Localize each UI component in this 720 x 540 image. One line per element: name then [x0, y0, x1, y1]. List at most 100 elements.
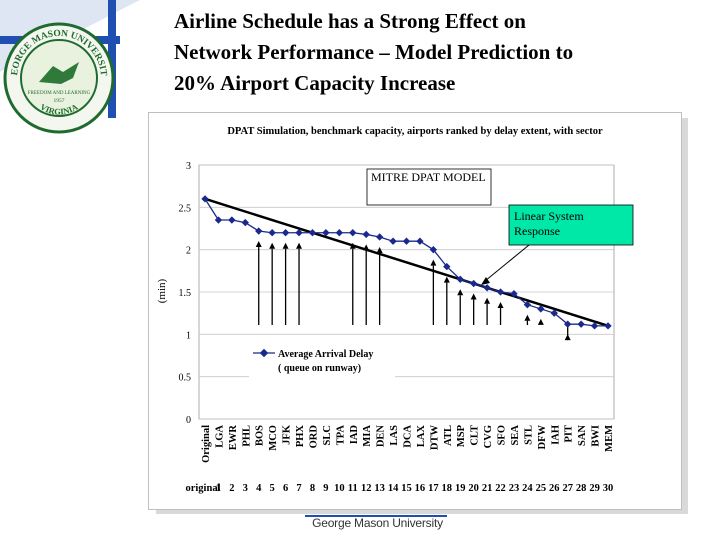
- slide-title: Airline Schedule has a Strong Effect on …: [174, 6, 714, 99]
- x-category-label: CVG: [483, 425, 494, 448]
- x-category-label: STL: [523, 425, 534, 445]
- linear-callout-box: [508, 204, 634, 246]
- x-category-label: DFW: [537, 425, 548, 450]
- capacity-arrows: [255, 241, 571, 341]
- x-index-label: 28: [576, 483, 587, 494]
- delay-chart: DPAT Simulation, benchmark capacity, air…: [156, 126, 634, 494]
- data-point: [402, 237, 411, 245]
- x-category-label: PIT: [564, 425, 575, 443]
- data-point: [483, 284, 491, 292]
- x-index-label: 15: [401, 483, 412, 494]
- mitre-callout-text: MITRE DPAT MODEL: [371, 171, 486, 184]
- y-tick-label: 0.5: [179, 373, 192, 384]
- x-index-label: 13: [374, 483, 385, 494]
- y-tick-label: 3: [186, 161, 191, 172]
- x-category-label: DCA: [403, 425, 414, 448]
- x-index-label: 21: [482, 483, 493, 494]
- x-index-label: 24: [522, 483, 533, 494]
- chart-panel: DPAT Simulation, benchmark capacity, air…: [148, 112, 682, 510]
- capacity-arrowhead: [457, 289, 464, 296]
- legend-marker: [259, 348, 269, 358]
- capacity-arrowhead: [269, 242, 276, 249]
- capacity-arrowhead: [376, 246, 383, 253]
- linear-callout-line2: Response: [514, 224, 560, 238]
- data-point: [308, 229, 317, 237]
- data-point: [389, 237, 397, 245]
- x-index-label: 1: [216, 483, 221, 494]
- x-category-label: ORD: [308, 425, 319, 449]
- data-point: [496, 288, 505, 296]
- x-category-label: PHX: [295, 425, 306, 448]
- legend-label-line1: Average Arrival Delay: [278, 349, 373, 360]
- x-category-label: BOS: [255, 425, 266, 446]
- x-index-label: 10: [334, 483, 345, 494]
- x-category-label: MCO: [268, 425, 279, 451]
- capacity-arrowhead: [255, 241, 262, 248]
- data-point: [429, 245, 438, 254]
- x-category-label: EWR: [228, 425, 239, 451]
- title-line-1: Airline Schedule has a Strong Effect on: [174, 9, 526, 33]
- data-point: [469, 279, 478, 288]
- x-category-label: SEA: [510, 425, 521, 446]
- data-point: [362, 230, 370, 239]
- x-index-label: 8: [310, 483, 315, 494]
- x-index-label: original: [185, 483, 220, 494]
- x-index-label: 16: [415, 483, 426, 494]
- capacity-arrowhead: [282, 242, 289, 249]
- y-tick-label: 1.5: [179, 288, 192, 299]
- x-index-label: 19: [455, 483, 466, 494]
- legend-label-line2: ( queue on runway): [278, 363, 361, 374]
- x-category-label: DEN: [376, 425, 387, 448]
- x-index-label: 26: [549, 483, 560, 494]
- x-category-label: IAH: [550, 425, 561, 445]
- data-point: [335, 229, 344, 237]
- x-index-label: 5: [270, 483, 275, 494]
- seal-emblem: [39, 62, 79, 84]
- data-point: [577, 320, 585, 328]
- x-category-label: LAX: [416, 425, 427, 448]
- x-category-label: BWI: [591, 425, 602, 447]
- mitre-callout: MITRE DPAT MODEL: [366, 168, 492, 206]
- linear-response-line: [204, 197, 609, 328]
- x-index-label: 11: [348, 483, 358, 494]
- data-point: [241, 218, 249, 227]
- x-category-label: ATL: [443, 425, 454, 446]
- decor-bar-vertical: [108, 0, 116, 118]
- capacity-arrowhead: [430, 259, 437, 266]
- x-category-label: LAS: [389, 425, 400, 446]
- x-index-label: 25: [536, 483, 547, 494]
- x-index-label: 17: [428, 483, 439, 494]
- x-category-label: SFO: [497, 425, 508, 445]
- footer-text: George Mason University: [312, 516, 443, 530]
- capacity-arrowhead: [524, 314, 531, 321]
- capacity-arrowhead: [564, 334, 571, 341]
- data-point: [375, 233, 384, 241]
- y-tick-label: 1: [186, 330, 191, 341]
- x-index-label: 18: [442, 483, 453, 494]
- y-tick-labels: 0 0.5 1 1.5 2 2.5 3: [179, 161, 192, 426]
- data-point: [537, 305, 545, 313]
- x-index-label: 23: [509, 483, 520, 494]
- legend: Average Arrival Delay ( queue on runway): [249, 343, 395, 379]
- x-index-label: 7: [296, 483, 301, 494]
- x-index-label: 3: [243, 483, 248, 494]
- chart-grid: [198, 164, 615, 420]
- data-point: [510, 290, 518, 298]
- capacity-arrowhead: [443, 276, 450, 283]
- data-point: [214, 216, 223, 224]
- mitre-callout-box: [366, 168, 492, 206]
- x-category-label: MIA: [362, 425, 373, 447]
- x-category-label: TPA: [335, 425, 346, 446]
- x-index-label: 14: [388, 483, 399, 494]
- x-index-label: 27: [562, 483, 573, 494]
- x-index-label: 30: [603, 483, 614, 494]
- capacity-arrowhead: [537, 318, 544, 325]
- linear-callout-pointer: [484, 244, 530, 282]
- x-index-label: 2: [229, 483, 234, 494]
- data-point: [590, 322, 599, 330]
- legend-box: [249, 343, 395, 379]
- x-index-label: 12: [361, 483, 372, 494]
- seal-bottom-text: VIRGINIA: [39, 101, 81, 116]
- x-category-label: PHL: [241, 425, 252, 447]
